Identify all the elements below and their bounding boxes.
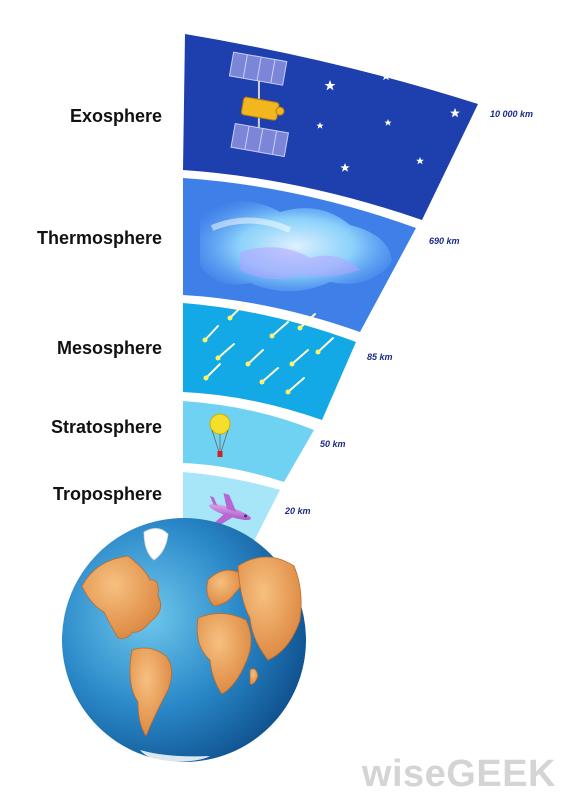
star-icon xyxy=(381,72,391,81)
star-icon xyxy=(316,122,324,129)
satellite-icon xyxy=(228,51,289,158)
north-america-land xyxy=(81,555,162,639)
madagascar-land xyxy=(249,668,259,685)
stars-group xyxy=(316,72,460,172)
star-icon xyxy=(324,80,336,91)
earth-globe-icon xyxy=(62,518,306,762)
altitude-label-stratosphere: 50 km xyxy=(320,439,346,449)
star-icon xyxy=(416,157,424,165)
watermark-logo: wiseGEEK xyxy=(361,753,556,795)
altitude-label-mesosphere: 85 km xyxy=(367,352,393,362)
europe-land xyxy=(206,569,242,607)
layer-name-mesosphere: Mesosphere xyxy=(56,338,162,358)
aurora-icon xyxy=(200,200,392,292)
asia-land xyxy=(237,556,302,661)
antarctica-land xyxy=(140,750,210,762)
africa-land xyxy=(196,613,252,695)
altitude-label-exosphere: 10 000 km xyxy=(490,109,534,119)
star-icon xyxy=(450,108,460,118)
weather-balloon-icon xyxy=(209,413,231,457)
stratosphere-band xyxy=(183,401,314,482)
meteor-icon xyxy=(202,303,334,395)
greenland-land xyxy=(143,528,169,561)
star-icon xyxy=(384,119,392,126)
altitude-label-troposphere: 20 km xyxy=(285,506,311,516)
star-icon xyxy=(340,163,350,172)
layer-name-stratosphere: Stratosphere xyxy=(50,417,162,437)
layer-name-exosphere: Exosphere xyxy=(69,106,162,126)
layer-name-troposphere: Troposphere xyxy=(52,484,162,504)
layer-name-thermosphere: Thermosphere xyxy=(36,228,162,248)
south-america-land xyxy=(129,647,172,737)
mesosphere-band xyxy=(183,303,356,420)
airplane-icon xyxy=(209,493,251,526)
altitude-label-thermosphere: 690 km xyxy=(429,236,460,246)
